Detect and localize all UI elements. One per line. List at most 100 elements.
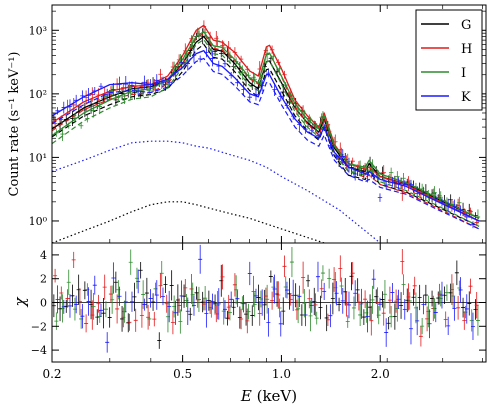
residual-point-i <box>320 265 325 281</box>
data-point-i <box>66 122 71 129</box>
residual-point-g <box>299 304 304 326</box>
residual-y-tick-label: 2 <box>40 273 47 286</box>
residual-point-k <box>235 290 240 308</box>
residual-point-i <box>147 312 152 326</box>
data-point-i <box>215 35 220 47</box>
data-point-k <box>160 76 166 88</box>
data-point-i <box>91 103 96 118</box>
data-point-k <box>259 79 265 92</box>
residual-point-h <box>245 308 250 334</box>
legend-label-h: H <box>461 42 472 57</box>
data-point-k <box>247 93 252 101</box>
residual-point-h <box>325 313 330 326</box>
residual-point-h <box>251 275 256 307</box>
data-point-k <box>135 87 141 96</box>
y-tick-label: 10³ <box>29 24 47 37</box>
data-point-k <box>222 60 228 68</box>
residual-point-k <box>98 303 103 317</box>
residual-point-k <box>272 274 277 304</box>
data-point-i <box>289 92 295 104</box>
residual-point-h <box>288 293 293 306</box>
data-point-k <box>390 176 395 187</box>
residual-point-h <box>133 308 138 332</box>
x-tick-label: 0.2 <box>42 367 61 381</box>
data-point-h <box>238 55 244 63</box>
data-point-i <box>246 72 251 79</box>
model-line-k <box>52 49 480 222</box>
residual-point-i <box>376 305 381 325</box>
data-point-g <box>64 114 69 125</box>
data-point-g <box>88 98 94 114</box>
residual-point-g <box>306 274 311 287</box>
data-point-i <box>184 50 189 58</box>
residual-point-k <box>185 297 190 325</box>
legend-label-k: K <box>461 90 471 105</box>
residual-point-k <box>266 308 271 337</box>
residual-point-k <box>229 291 234 308</box>
data-point-g <box>200 28 205 45</box>
data-point-i <box>295 104 301 117</box>
residual-point-k <box>216 288 221 320</box>
residual-point-g <box>380 291 385 308</box>
data-point-k <box>253 88 259 101</box>
data-point-h <box>145 79 151 88</box>
residual-point-h <box>59 286 64 300</box>
residual-point-k <box>340 288 345 314</box>
data-point-k <box>278 91 283 101</box>
residual-point-k <box>390 283 395 303</box>
x-tick-label: 0.5 <box>173 367 192 381</box>
data-point-k <box>290 112 296 120</box>
y-tick-label: 10² <box>29 88 47 101</box>
residual-point-k <box>129 291 134 312</box>
data-point-i <box>277 62 282 75</box>
residual-point-g <box>399 292 404 319</box>
residual-point-k <box>173 300 178 325</box>
data-point-h <box>257 61 262 77</box>
y-axis-label: Count rate (s⁻¹ keV⁻¹) <box>7 52 22 197</box>
data-point-k <box>173 66 178 79</box>
residual-point-g <box>163 276 168 293</box>
data-point-i <box>190 36 195 49</box>
residual-point-k <box>284 281 289 299</box>
residual-point-k <box>365 300 370 333</box>
residual-point-k <box>136 269 141 294</box>
data-point-h <box>226 41 231 55</box>
component-dashed-g <box>52 43 480 227</box>
residual-point-k <box>371 269 376 289</box>
residual-point-h <box>462 311 467 330</box>
data-point-k <box>445 198 451 213</box>
data-point-g <box>250 81 255 91</box>
x-tick-label: 1.0 <box>272 367 291 381</box>
data-point-h <box>158 68 163 80</box>
residual-point-h <box>443 311 448 328</box>
residual-point-k <box>402 298 407 320</box>
data-point-i <box>233 57 239 66</box>
data-point-h <box>245 65 250 73</box>
data-point-k <box>148 79 153 90</box>
component-dashed-i <box>52 38 480 227</box>
data-point-k <box>67 99 73 114</box>
residual-point-h <box>412 276 417 295</box>
residual-point-i <box>91 292 96 320</box>
residual-point-i <box>401 274 406 295</box>
residual-point-h <box>369 305 374 336</box>
residual-point-i <box>296 294 301 324</box>
residual-point-k <box>86 287 91 316</box>
residual-point-i <box>339 277 344 295</box>
data-point-i <box>72 113 78 124</box>
data-point-k <box>309 125 314 135</box>
data-point-i <box>116 90 121 103</box>
residual-point-h <box>53 268 58 283</box>
data-point-k <box>377 193 383 202</box>
residual-point-k <box>346 291 351 319</box>
data-point-g <box>113 93 119 106</box>
data-point-k <box>55 107 60 115</box>
residual-point-i <box>66 269 71 295</box>
residual-point-g <box>95 309 100 326</box>
residual-point-k <box>439 281 444 309</box>
data-point-g <box>219 49 224 58</box>
data-point-k <box>166 78 172 87</box>
residual-point-h <box>282 255 287 278</box>
